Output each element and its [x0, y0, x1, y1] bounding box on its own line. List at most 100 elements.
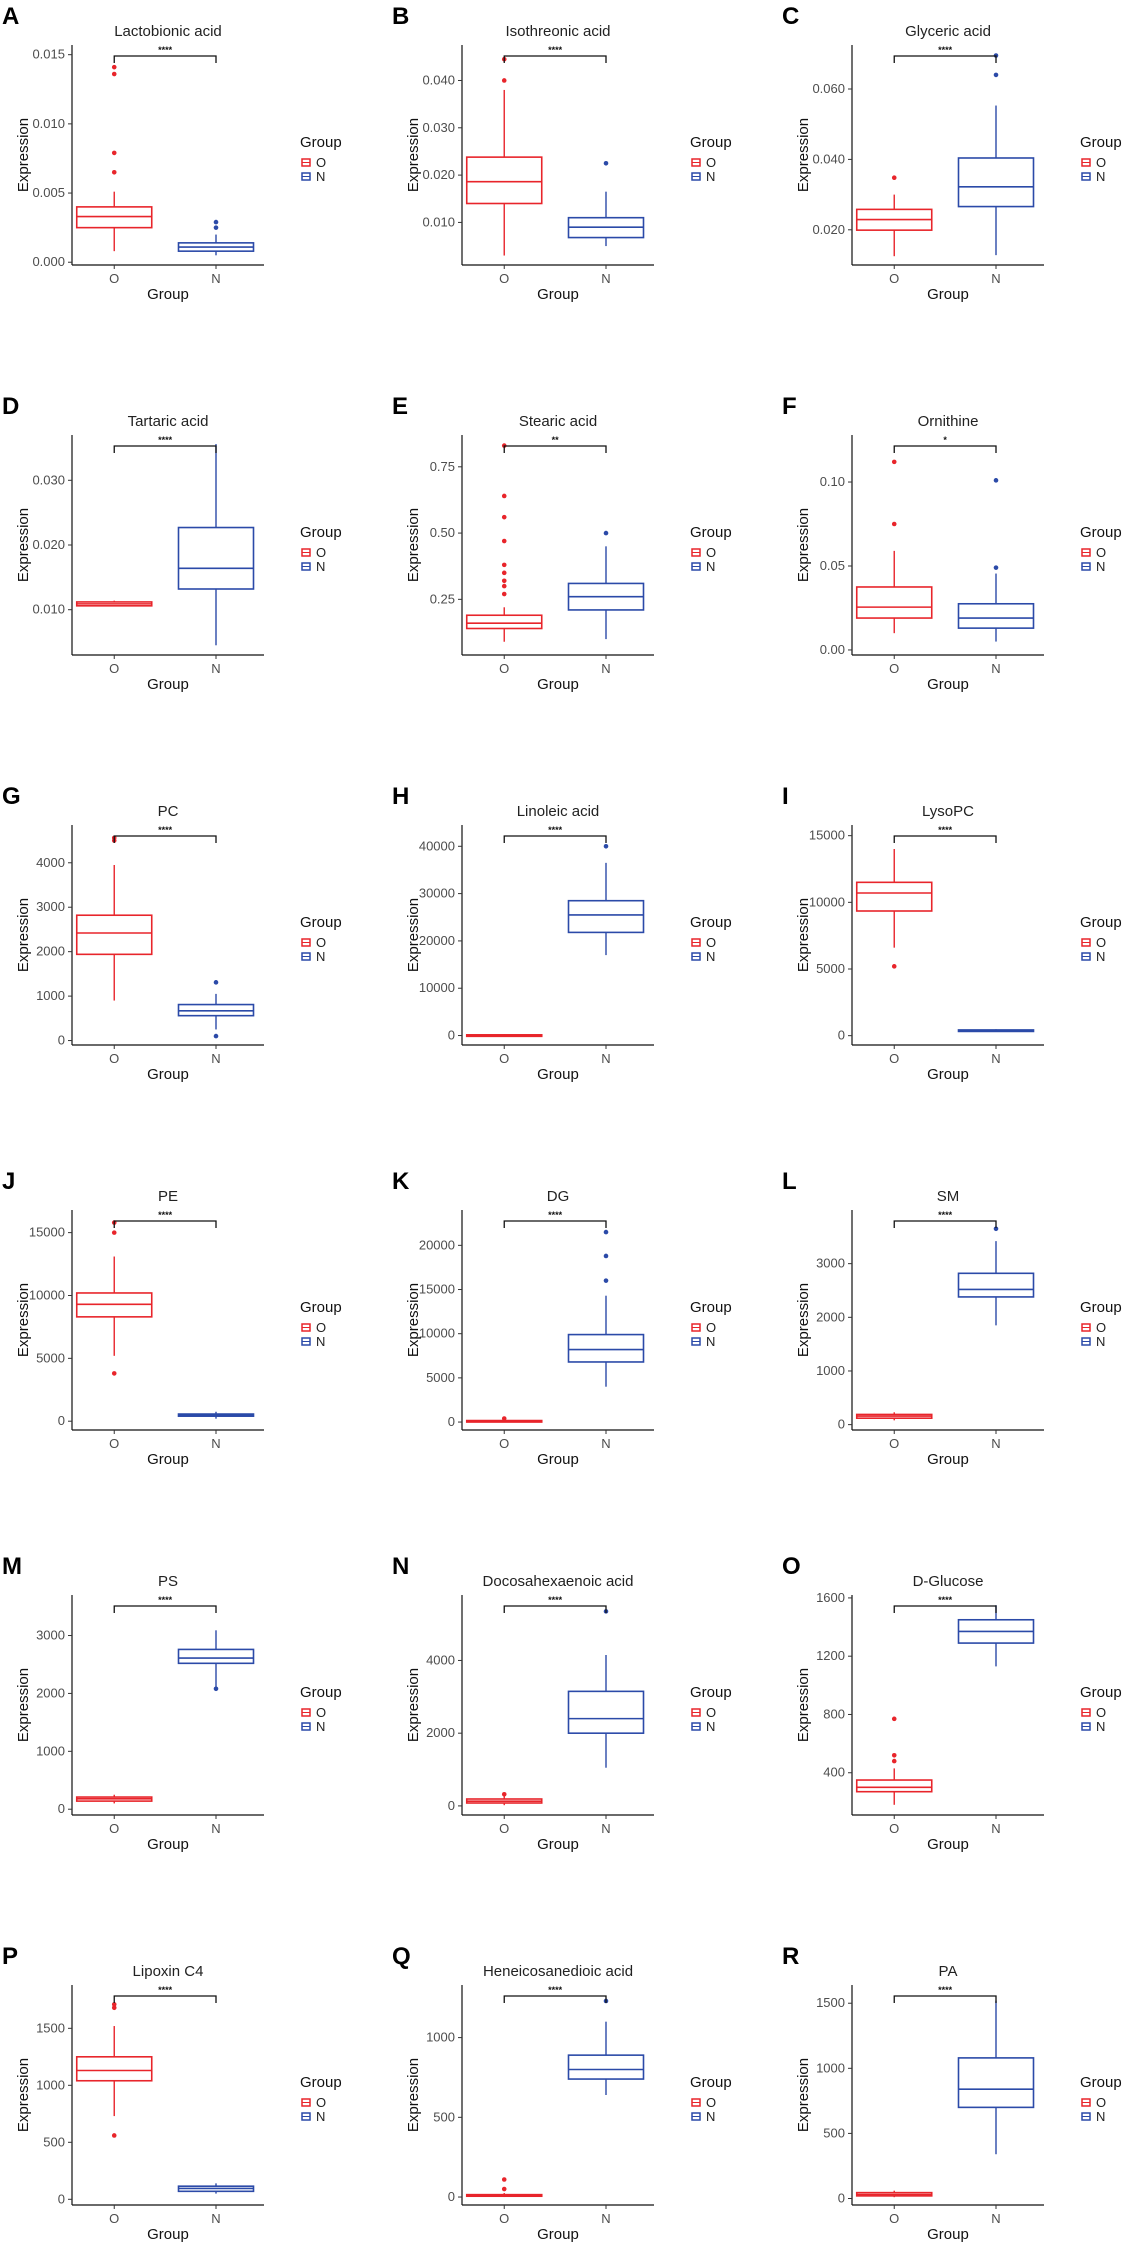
y-tick-label: 1000 [426, 2030, 455, 2045]
significance-stars: **** [548, 45, 563, 55]
legend-label: N [316, 1719, 325, 1734]
outlier-point [111, 1371, 117, 1376]
panel-title: Tartaric acid [128, 413, 209, 430]
significance-stars: * [943, 435, 947, 445]
box-iqr [567, 1690, 645, 1734]
bracket-line [893, 1605, 997, 1613]
panel-letter: R [782, 1943, 799, 1970]
outlier-point [993, 565, 999, 570]
significance-stars: **** [158, 1985, 173, 1995]
outlier-point [111, 1230, 117, 1235]
legend-title: Group [690, 914, 732, 931]
significance-stars: **** [938, 1595, 953, 1605]
outlier-point [111, 169, 117, 175]
outlier-point [891, 1752, 897, 1758]
box-n [957, 478, 1035, 642]
y-tick-label: 0.040 [812, 151, 845, 166]
panel-title: Glyceric acid [905, 23, 991, 40]
legend-title: Group [300, 134, 342, 151]
bracket-line [503, 445, 607, 453]
panel-letter: H [392, 783, 409, 810]
x-tick-label: O [499, 271, 509, 286]
x-axis-label: Group [147, 1066, 189, 1083]
x-axis-label: Group [927, 1066, 969, 1083]
legend-label: O [706, 2095, 716, 2110]
y-axis-label: Expression [405, 1283, 422, 1357]
y-tick-label: 0.50 [430, 525, 455, 540]
box-n [567, 1229, 645, 1387]
legend-label: N [706, 949, 715, 964]
x-tick-label: O [109, 1051, 119, 1066]
y-tick-label: 3000 [816, 1256, 845, 1271]
x-axis-label: Group [147, 676, 189, 693]
legend-title: Group [690, 524, 732, 541]
significance-bracket: **** [893, 1985, 997, 2003]
panel-title: D-Glucose [913, 1573, 984, 1590]
y-tick-label: 0.010 [422, 214, 455, 229]
y-tick-label: 15000 [29, 1225, 65, 1240]
y-axis-label: Expression [795, 118, 812, 192]
y-tick-label: 0 [58, 1033, 65, 1048]
panel-title: DG [547, 1188, 570, 1205]
panel-title: Heneicosanedioic acid [483, 1963, 633, 1980]
legend-title: Group [300, 1684, 342, 1701]
y-axis-label: Expression [795, 1668, 812, 1742]
outlier-point [213, 1686, 219, 1692]
legend-label: N [1096, 949, 1105, 964]
box-o [75, 600, 153, 607]
y-axis-label: Expression [15, 118, 32, 192]
x-tick-label: O [109, 1821, 119, 1836]
y-tick-label: 400 [823, 1765, 845, 1780]
x-tick-label: O [889, 1051, 899, 1066]
box-iqr [855, 1779, 933, 1793]
outlier-point [111, 64, 117, 70]
x-tick-label: N [991, 1821, 1000, 1836]
panel-title: Lipoxin C4 [133, 1963, 204, 1980]
y-tick-label: 0 [448, 1798, 455, 1813]
bracket-line [113, 1995, 217, 2003]
y-tick-label: 2000 [36, 944, 65, 959]
legend-label: N [706, 1334, 715, 1349]
legend-label: O [316, 545, 326, 560]
significance-bracket: **** [113, 1595, 217, 1613]
outlier-point [891, 1758, 897, 1764]
legend-title: Group [690, 1299, 732, 1316]
significance-stars: ** [552, 435, 560, 445]
legend-label: N [316, 169, 325, 184]
x-tick-label: O [889, 271, 899, 286]
y-tick-label: 1000 [36, 2077, 65, 2092]
legend-label: N [316, 1334, 325, 1349]
x-tick-label: O [889, 1436, 899, 1451]
legend: Group ON [1080, 1684, 1122, 1734]
legend-label: O [1096, 1705, 1106, 1720]
y-tick-label: 20000 [419, 1237, 455, 1252]
outlier-point [213, 1033, 219, 1039]
legend: Group ON [300, 914, 342, 964]
legend-title: Group [300, 2074, 342, 2091]
panel-letter: M [2, 1553, 22, 1580]
legend: Group ON [690, 1299, 732, 1349]
significance-stars: **** [938, 1210, 953, 1220]
significance-stars: **** [158, 825, 173, 835]
y-tick-label: 4000 [426, 1652, 455, 1667]
panel-title: Lactobionic acid [114, 23, 222, 40]
x-tick-label: O [889, 661, 899, 676]
x-tick-label: O [109, 2211, 119, 2226]
panel-title: Isothreonic acid [505, 23, 610, 40]
y-tick-label: 15000 [809, 828, 845, 843]
outlier-point [213, 225, 219, 230]
box-iqr [75, 914, 153, 956]
x-axis-label: Group [927, 1451, 969, 1468]
y-axis-label: Expression [795, 1283, 812, 1357]
significance-stars: **** [158, 45, 173, 55]
panel-letter: Q [392, 1943, 411, 1970]
panel-title: PS [158, 1573, 178, 1590]
panel-title: Ornithine [918, 413, 979, 430]
legend: Group ON [300, 1684, 342, 1734]
y-tick-label: 10000 [419, 1326, 455, 1341]
